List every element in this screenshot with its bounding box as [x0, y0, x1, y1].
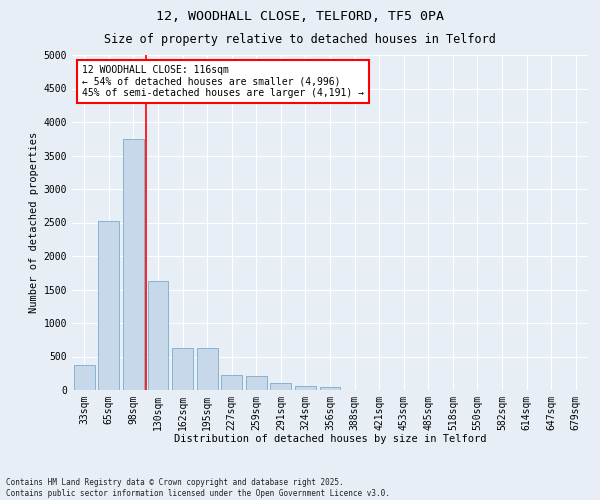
- Bar: [295, 386, 316, 390]
- Text: Contains HM Land Registry data © Crown copyright and database right 2025.
Contai: Contains HM Land Registry data © Crown c…: [6, 478, 390, 498]
- Bar: [123, 138, 144, 390]
- X-axis label: Distribution of detached houses by size in Telford: Distribution of detached houses by size …: [174, 434, 486, 444]
- Bar: [320, 386, 340, 390]
- Text: 12 WOODHALL CLOSE: 116sqm
← 54% of detached houses are smaller (4,996)
45% of se: 12 WOODHALL CLOSE: 116sqm ← 54% of detac…: [82, 65, 364, 98]
- Bar: [221, 376, 242, 390]
- Bar: [148, 282, 169, 390]
- Bar: [271, 382, 292, 390]
- Bar: [197, 348, 218, 390]
- Bar: [74, 365, 95, 390]
- Text: 12, WOODHALL CLOSE, TELFORD, TF5 0PA: 12, WOODHALL CLOSE, TELFORD, TF5 0PA: [156, 10, 444, 23]
- Y-axis label: Number of detached properties: Number of detached properties: [29, 132, 40, 313]
- Bar: [246, 376, 267, 390]
- Bar: [98, 221, 119, 390]
- Text: Size of property relative to detached houses in Telford: Size of property relative to detached ho…: [104, 32, 496, 46]
- Bar: [172, 348, 193, 390]
